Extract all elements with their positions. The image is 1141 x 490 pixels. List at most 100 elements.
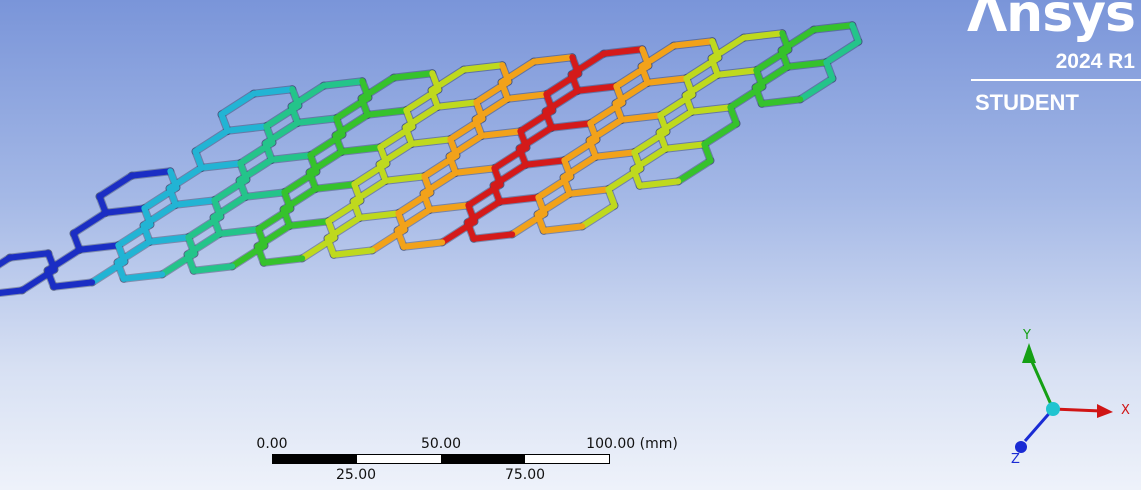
lattice-edge <box>778 26 817 54</box>
z-axis-head <box>1015 441 1027 453</box>
lattice-edge <box>140 201 179 229</box>
lattice-edge <box>218 90 257 118</box>
scale-label-25: 25.00 <box>335 467 377 483</box>
lattice-edge <box>260 255 306 266</box>
brand-version: 2024 R1 <box>1055 50 1135 73</box>
lattice-edge <box>6 250 52 261</box>
lattice-edge <box>516 124 555 152</box>
lattice-edge <box>579 202 618 230</box>
lattice-edge <box>714 67 760 78</box>
lattice-edge <box>644 75 690 86</box>
scale-ruler <box>272 454 610 464</box>
lattice-edge <box>752 63 791 91</box>
lattice-edge <box>128 168 174 179</box>
y-axis-head <box>1022 343 1036 363</box>
lattice-edge <box>823 38 862 66</box>
lattice-edge <box>530 54 576 65</box>
coordinate-triad[interactable]: Y X Z <box>1005 325 1141 475</box>
lattice-edge <box>350 177 389 205</box>
lattice-edge <box>306 148 345 176</box>
lattice-edge <box>102 205 148 216</box>
lattice-edge <box>534 190 573 218</box>
lattice-edge <box>823 59 836 82</box>
lattice-edge <box>490 161 529 189</box>
lattice-edge <box>612 79 651 107</box>
lattice-edge <box>120 271 166 282</box>
lattice-edge <box>236 156 275 184</box>
lattice-edge <box>446 132 485 160</box>
x-axis-head <box>1097 404 1113 418</box>
lattice-edge <box>394 206 433 234</box>
lattice-edge <box>242 189 288 200</box>
lattice-edge <box>464 198 503 226</box>
z-axis-arrow <box>1023 408 1055 442</box>
lattice-edge <box>338 144 384 155</box>
lattice-edge <box>758 96 804 107</box>
lattice-edge <box>682 71 721 99</box>
triad-origin <box>1046 402 1060 416</box>
lattice-edge <box>708 34 747 62</box>
lattice-edge <box>332 111 371 139</box>
lattice-edge <box>402 103 441 131</box>
lattice-edge <box>428 66 467 94</box>
lattice-edge <box>172 197 218 208</box>
lattice-edge <box>114 238 153 266</box>
lattice-edge <box>605 186 618 209</box>
lattice-edge <box>184 230 223 258</box>
lattice-edge <box>44 246 83 274</box>
lattice-edge <box>312 181 358 192</box>
scale-label-0: 0.00 <box>256 436 288 452</box>
lattice-edge <box>618 112 664 123</box>
lattice-edge <box>262 119 301 147</box>
y-axis-arrow <box>1027 354 1055 410</box>
scale-segment <box>273 455 357 463</box>
brand-edition: STUDENT <box>975 90 1079 115</box>
lattice-edge <box>400 239 446 250</box>
lattice-edge <box>382 173 428 184</box>
lattice-edge <box>688 104 734 115</box>
lattice-edge <box>166 164 205 192</box>
lattice-edge <box>638 42 677 70</box>
lattice-edge <box>0 287 26 296</box>
lattice-edge <box>408 136 454 147</box>
lattice-edge <box>498 58 537 86</box>
lattice-edge <box>568 50 607 78</box>
lattice-edge <box>224 123 270 134</box>
lattice-edge <box>592 149 638 160</box>
lattice-edge <box>560 153 599 181</box>
lattice-edge <box>504 91 550 102</box>
lattice-edge <box>662 141 708 152</box>
z-axis-label: Z <box>1011 452 1020 467</box>
lattice-edge <box>280 185 319 213</box>
lattice-edge <box>356 210 402 221</box>
scale-segment <box>441 455 525 463</box>
lattice-edge <box>254 222 293 250</box>
lattice-edge <box>600 46 646 57</box>
lattice-edge <box>320 78 366 89</box>
lattice-edge <box>358 74 397 102</box>
lattice-edge <box>496 194 542 205</box>
lattice-edge <box>630 145 669 173</box>
lattice-edge <box>210 193 249 221</box>
x-axis-label: X <box>1121 403 1130 418</box>
x-axis-arrow <box>1052 407 1102 413</box>
lattice-edge <box>586 116 625 144</box>
lattice-edge <box>670 38 716 49</box>
lattice-edge <box>216 226 262 237</box>
lattice-edge <box>784 59 830 70</box>
lattice-edge <box>540 223 586 234</box>
lattice-edge <box>472 95 511 123</box>
lattice-edge <box>192 127 231 155</box>
lattice-edge <box>849 22 862 45</box>
lattice-edge <box>740 30 786 41</box>
lattice-edge <box>542 87 581 115</box>
lattice-edge <box>675 157 714 185</box>
ansys-logo: Λnsys 2024 R1 STUDENT <box>961 0 1141 130</box>
lattice-edge <box>96 172 135 200</box>
lattice-edge <box>478 128 524 139</box>
lattice-edge <box>198 160 244 171</box>
lattice-edge <box>76 242 122 253</box>
lattice-edge <box>810 22 856 33</box>
